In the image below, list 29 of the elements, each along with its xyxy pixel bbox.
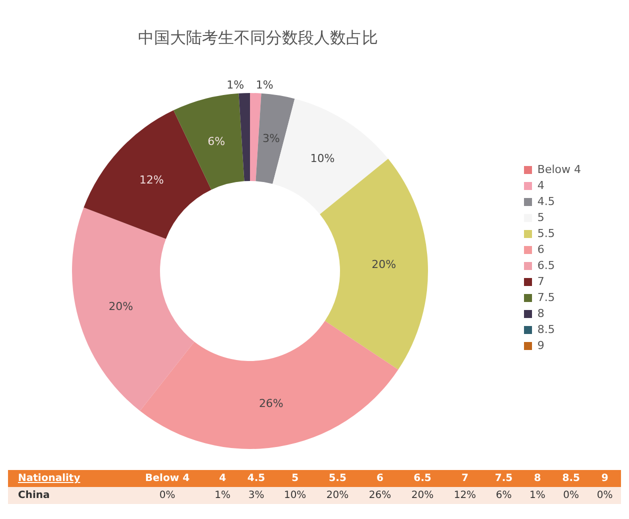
legend-label: 5 xyxy=(537,210,544,226)
slice-label: 6 xyxy=(376,472,384,486)
legend-label: 6.5 xyxy=(537,258,555,274)
data-label: 20% xyxy=(372,258,396,272)
legend-label: 8.5 xyxy=(537,322,555,338)
donut-slice xyxy=(238,93,250,182)
chart-title: 中国大陆考生不同分数段人数占比 xyxy=(137,28,379,49)
data-label: 20% xyxy=(108,300,134,314)
legend-label: 7.5 xyxy=(537,290,555,306)
donut-slice xyxy=(256,93,295,184)
legend-label: 7 xyxy=(537,274,544,290)
legend-label: 6 xyxy=(537,242,544,258)
legend-label: 4 xyxy=(537,178,544,194)
legend-label: 8 xyxy=(537,306,544,322)
legend-label: 5.5 xyxy=(537,226,555,242)
legend-label: 4.5 xyxy=(537,194,555,210)
donut-slice xyxy=(72,207,194,411)
legend-label: Below 4 xyxy=(537,162,581,178)
donut-slice xyxy=(173,93,244,190)
data-label: 6% xyxy=(208,134,226,148)
data-label: 1% xyxy=(226,78,244,92)
donut-slice xyxy=(140,320,398,449)
data-label: 26% xyxy=(258,396,284,410)
data-label: 10% xyxy=(310,152,335,165)
data-label: 12% xyxy=(139,174,164,187)
data-label: 1% xyxy=(256,78,274,92)
donut-slice xyxy=(250,93,262,182)
data-label: 3% xyxy=(262,132,280,146)
legend-label: 9 xyxy=(537,338,544,354)
